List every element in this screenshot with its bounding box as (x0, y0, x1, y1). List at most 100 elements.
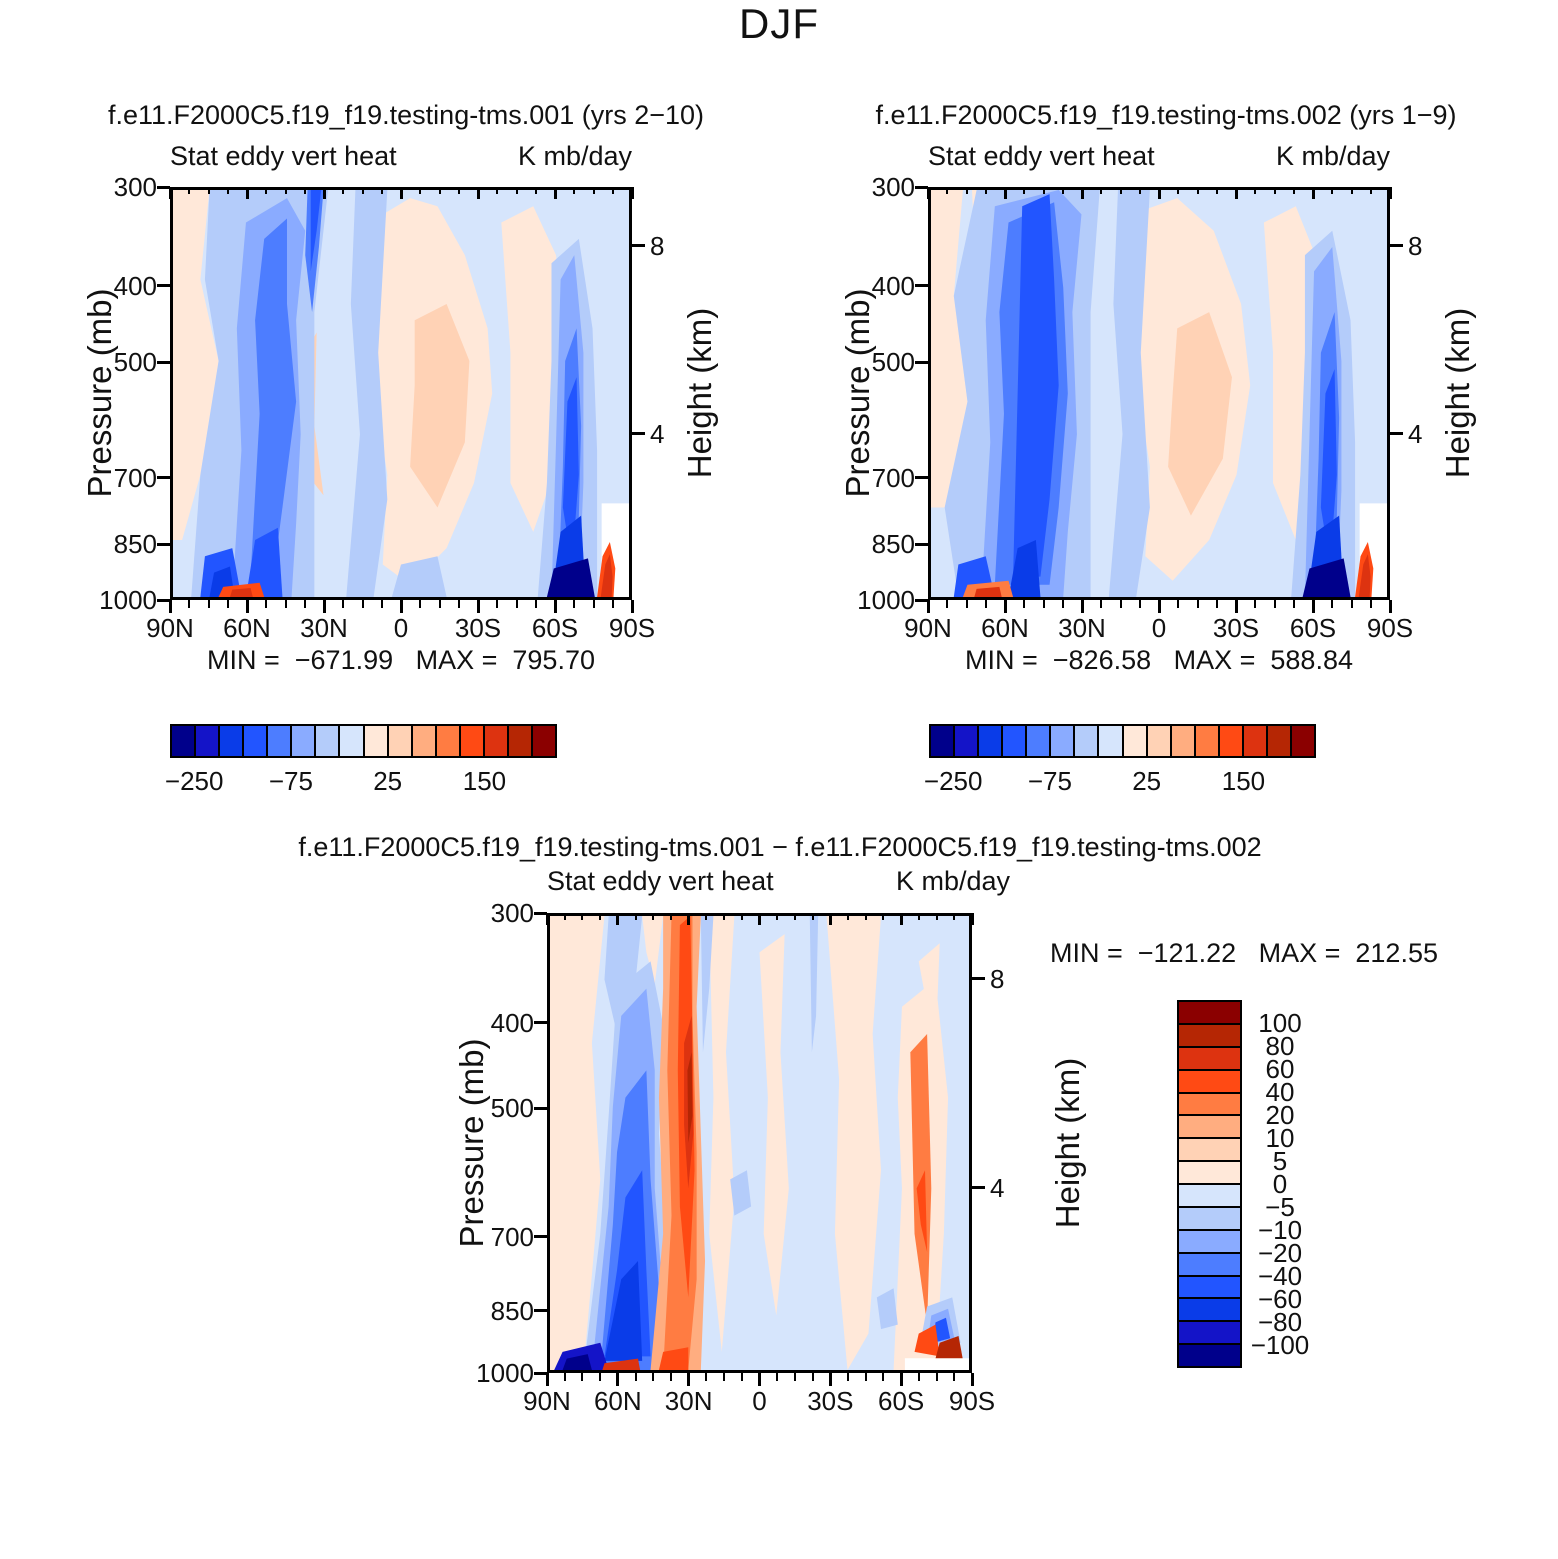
axis-tick (915, 476, 928, 480)
panel2-minmax: MIN = −826.58 MAX = 588.84 (965, 645, 1353, 675)
x-tick-label: 90S (608, 613, 656, 643)
axis-tick (1390, 244, 1403, 248)
y-tick-label: 700 (113, 462, 157, 493)
y-tick-label: 400 (113, 270, 157, 301)
axis-tick (599, 1373, 602, 1381)
colorbar-cell (1179, 1320, 1240, 1344)
colorbar-label: 150 (1221, 766, 1266, 796)
axis-tick (592, 187, 595, 194)
colorbar-label: 10 (1265, 1123, 1295, 1153)
x-tick-label: 60S (531, 613, 579, 643)
axis-tick (1234, 187, 1238, 199)
axis-tick (882, 1373, 885, 1381)
case2-title: f.e11.F2000C5.f19_f19.testing-tms.002 (y… (875, 100, 1457, 130)
colorbar-label: −20 (1257, 1238, 1303, 1268)
y2-tick-label: 4 (650, 418, 665, 449)
colorbar-label: 60 (1265, 1054, 1295, 1084)
colorbar-cell (458, 726, 483, 756)
axis-tick (581, 913, 584, 920)
axis-tick (545, 1373, 549, 1386)
y-tick-label: 850 (490, 1295, 534, 1326)
axis-tick (1273, 187, 1276, 194)
x-tick-label: 60N (981, 613, 1029, 643)
colorbar-cell (386, 726, 411, 756)
colorbar-cell (362, 726, 387, 756)
colorbar-cell (1121, 726, 1146, 756)
axis-tick (534, 187, 537, 194)
colorbar-label: 100 (1258, 1008, 1302, 1038)
axis-tick (669, 1373, 672, 1381)
axis-tick (496, 187, 499, 194)
colorbar-cell (1001, 726, 1026, 756)
axis-tick (1273, 600, 1276, 608)
colorbar-cell (194, 726, 219, 756)
x-tick-label: 0 (393, 613, 409, 643)
axis-tick (599, 913, 602, 920)
axis-tick (1023, 187, 1026, 194)
axis-tick (1177, 600, 1180, 608)
axis-tick (970, 1373, 974, 1386)
axis-tick (632, 244, 645, 248)
y-tick-label: 300 (113, 172, 157, 202)
colorbar-label: 5 (1272, 1146, 1288, 1176)
colorbar-cell (1179, 1022, 1240, 1046)
colorbar-cell (218, 726, 243, 756)
y-tick-label: 400 (490, 1007, 534, 1038)
colorbar-cell (1179, 1002, 1240, 1023)
colorbar-label: 25 (373, 766, 403, 796)
axis-tick (534, 600, 537, 608)
colorbar-label: −75 (1027, 766, 1072, 796)
colorbar-label: −75 (268, 766, 313, 796)
colorbar-label: −250 (923, 766, 983, 796)
axis-tick (1390, 432, 1403, 436)
y2-tick-label: 8 (650, 230, 665, 261)
axis-tick (926, 600, 930, 613)
axis-tick (226, 187, 229, 194)
axis-tick (534, 1106, 547, 1110)
axis-tick (581, 1373, 584, 1381)
y-tick-label: 500 (113, 347, 157, 378)
colorbar-cell (1289, 726, 1314, 756)
axis-tick (652, 913, 655, 920)
axis-tick (553, 187, 557, 199)
axis-tick (899, 1373, 903, 1386)
axis-tick (946, 600, 949, 608)
axis-tick (1388, 187, 1392, 199)
axis-tick (265, 600, 268, 608)
axis-tick (1003, 187, 1007, 199)
colorbar-label: −60 (1257, 1284, 1303, 1314)
axis-tick (899, 913, 903, 925)
axis-tick (1234, 600, 1238, 613)
axis-tick (399, 600, 403, 613)
colorbar-cell (1179, 1297, 1240, 1321)
colorbar-cell (266, 726, 291, 756)
page-title: DJF (739, 0, 819, 47)
colorbar-cell (482, 726, 507, 756)
axis-tick (573, 600, 576, 608)
y2-tick-label: 8 (990, 963, 1005, 994)
axis-tick (1157, 600, 1161, 613)
axis-tick (972, 1186, 985, 1190)
axis-tick (828, 913, 832, 925)
y-tick-label: 1000 (476, 1358, 534, 1388)
contour-field-case1 (173, 190, 629, 597)
colorbar-label: 0 (1272, 1169, 1288, 1199)
colorbar-cell (1179, 1091, 1240, 1115)
axis-tick (740, 1373, 743, 1381)
axis-tick (652, 1373, 655, 1381)
colorbar-cell (1179, 1205, 1240, 1229)
x-tick-label: 0 (1151, 613, 1167, 643)
axis-tick (380, 187, 383, 194)
contour-plot-case1 (170, 187, 632, 600)
axis-tick (1292, 187, 1295, 194)
axis-tick (515, 187, 518, 194)
axis-tick (611, 600, 614, 608)
axis-tick (616, 1373, 620, 1386)
y-tick-label: 700 (490, 1221, 534, 1252)
colorbar-cell (1179, 1343, 1240, 1366)
axis-tick (1177, 187, 1180, 194)
colorbar-cell (338, 726, 363, 756)
axis-tick (1100, 187, 1103, 194)
x-tick-label: 30N (300, 613, 348, 643)
axis-tick (207, 187, 210, 194)
